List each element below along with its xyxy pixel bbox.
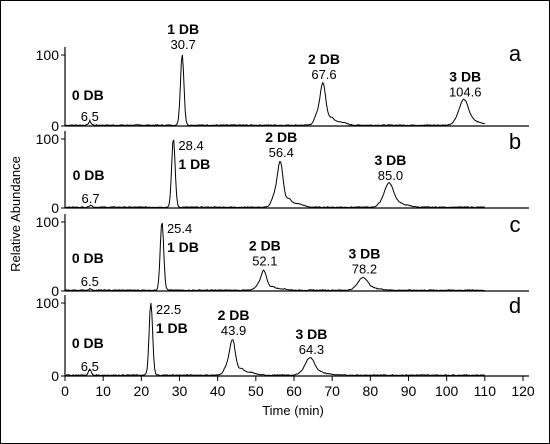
chromatogram-trace — [64, 54, 485, 127]
peak-time-label: 30.7 — [171, 37, 196, 52]
y-tick-label: 100 — [36, 131, 60, 147]
y-tick-label: 0 — [51, 283, 59, 299]
peak-group-label: 3 DB — [374, 152, 406, 168]
x-tick-label: 120 — [511, 383, 535, 399]
chromatogram-trace — [65, 222, 485, 292]
x-tick-label: 60 — [286, 383, 302, 399]
peak-time-label: 25.4 — [167, 221, 192, 236]
x-axis-label: Time (min) — [262, 403, 324, 418]
peak-group-label: 2 DB — [218, 307, 250, 323]
y-tick-label: 100 — [36, 214, 60, 230]
panel-label: b — [509, 129, 521, 154]
y-tick-label: 100 — [36, 295, 60, 311]
peak-group-label: 0 DB — [72, 250, 104, 266]
x-tick-label: 100 — [435, 383, 459, 399]
peak-time-label: 6.7 — [82, 191, 100, 206]
y-tick-label: 100 — [36, 47, 60, 63]
peak-time-label: 28.4 — [178, 138, 203, 153]
peak-group-label: 1 DB — [178, 156, 210, 172]
x-tick-label: 10 — [95, 383, 111, 399]
x-tick-label: 80 — [363, 383, 379, 399]
peak-time-label: 6.5 — [81, 359, 99, 374]
x-axis: 0 10 20 30 40 50 60 70 80 90 100 110 120 — [61, 376, 535, 399]
peak-time-label: 6.5 — [81, 274, 99, 289]
y-tick-label: 0 — [51, 200, 59, 216]
x-tick-label: 40 — [210, 383, 226, 399]
y-tick-label: 0 — [51, 118, 59, 134]
panel-label: a — [509, 41, 522, 66]
peak-group-label: 1 DB — [156, 320, 188, 336]
chromatogram-trace — [64, 139, 485, 209]
peak-group-label: 2 DB — [265, 129, 297, 145]
peak-time-label: 43.9 — [221, 323, 246, 338]
peak-time-label: 85.0 — [378, 168, 403, 183]
peak-group-label: 2 DB — [308, 51, 340, 67]
x-tick-label: 110 — [474, 383, 497, 399]
chromatogram-trace — [64, 302, 485, 377]
peak-group-label: 3 DB — [349, 245, 381, 261]
x-tick-label: 20 — [134, 383, 150, 399]
peak-group-label: 0 DB — [72, 87, 104, 103]
peak-group-label: 2 DB — [249, 238, 281, 254]
peak-group-label: 1 DB — [167, 239, 199, 255]
peak-group-label: 3 DB — [449, 69, 481, 85]
peak-time-label: 104.6 — [449, 85, 482, 100]
y-tick-label: 0 — [51, 368, 59, 384]
peak-group-label: 0 DB — [73, 167, 105, 183]
panel-label: d — [509, 293, 521, 318]
peak-group-label: 3 DB — [295, 326, 327, 342]
peak-time-label: 67.6 — [311, 67, 336, 82]
peak-time-label: 78.2 — [352, 261, 377, 276]
peak-time-label: 22.5 — [156, 302, 181, 317]
y-axis-label: Relative Abundance — [8, 156, 23, 272]
x-tick-label: 70 — [324, 383, 340, 399]
x-tick-label: 30 — [172, 383, 188, 399]
x-tick-label: 0 — [61, 383, 69, 399]
panel-label: c — [510, 212, 521, 237]
x-tick-label: 90 — [401, 383, 417, 399]
peak-time-label: 6.5 — [81, 109, 99, 124]
peak-group-label: 1 DB — [167, 21, 199, 37]
peak-group-label: 0 DB — [72, 335, 104, 351]
peak-time-label: 64.3 — [299, 342, 324, 357]
peak-time-label: 56.4 — [269, 145, 294, 160]
peak-time-label: 52.1 — [252, 254, 277, 269]
x-tick-label: 50 — [248, 383, 264, 399]
